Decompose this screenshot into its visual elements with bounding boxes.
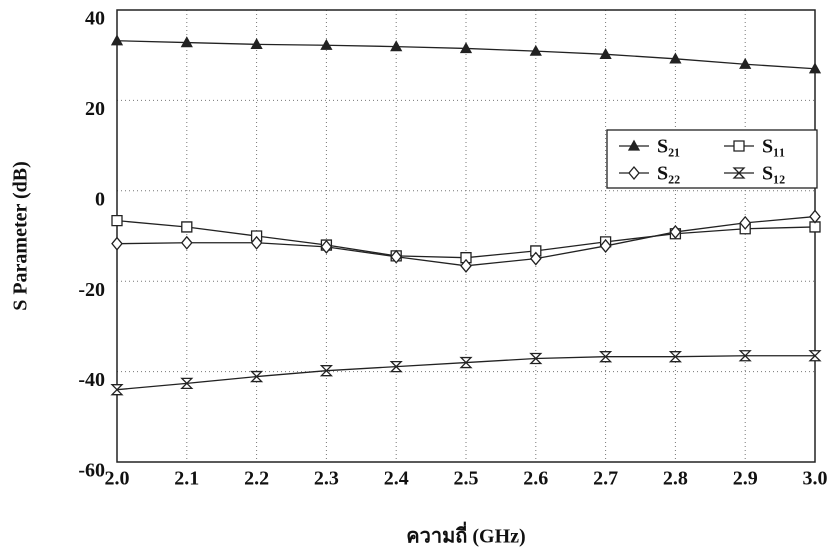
x-tick-label: 2.2 bbox=[244, 468, 269, 490]
y-tick-label: -60 bbox=[78, 460, 105, 482]
y-tick-label: 40 bbox=[85, 8, 105, 30]
x-tick-label: 2.6 bbox=[523, 468, 548, 490]
x-tick-label: 2.7 bbox=[593, 468, 618, 490]
y-tick-label: 0 bbox=[95, 188, 105, 210]
x-axis-label: ความถี่ (GHz) bbox=[406, 521, 525, 548]
marker bbox=[112, 238, 122, 250]
legend-label: S₂₁ bbox=[657, 136, 680, 158]
chart: S Parameter (dB) ความถี่ (GHz) -60 -40 -20… bbox=[0, 0, 835, 555]
legend-label: S₂₂ bbox=[657, 163, 680, 185]
legend-label: S₁₂ bbox=[762, 163, 785, 185]
y-tick-label: 20 bbox=[85, 98, 105, 120]
marker bbox=[182, 237, 192, 249]
x-tick-label: 3.0 bbox=[803, 468, 828, 490]
y-tick-label: -20 bbox=[78, 279, 105, 301]
legend-label: S₁₁ bbox=[762, 136, 785, 158]
marker bbox=[112, 216, 122, 226]
y-tick-label: -40 bbox=[78, 369, 105, 391]
x-tick-label: 2.8 bbox=[663, 468, 688, 490]
x-tick-label: 2.9 bbox=[733, 468, 758, 490]
marker bbox=[810, 211, 820, 223]
legend-marker bbox=[734, 141, 744, 151]
x-tick-label: 2.4 bbox=[384, 468, 409, 490]
legend-box bbox=[607, 130, 817, 188]
marker bbox=[182, 222, 192, 232]
y-axis-label: S Parameter (dB) bbox=[10, 161, 32, 311]
x-tick-label: 2.3 bbox=[314, 468, 339, 490]
x-tick-label: 2.5 bbox=[454, 468, 479, 490]
x-tick-label: 2.1 bbox=[174, 468, 199, 490]
x-tick-label: 2.0 bbox=[105, 468, 130, 490]
